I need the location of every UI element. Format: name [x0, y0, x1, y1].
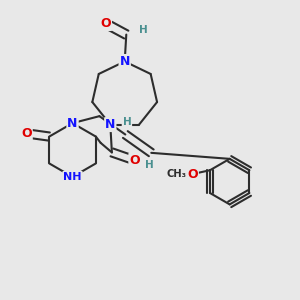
Text: N: N — [67, 117, 78, 130]
Text: H: H — [122, 118, 131, 128]
Text: O: O — [100, 17, 111, 30]
Text: O: O — [21, 127, 32, 140]
Text: NH: NH — [63, 172, 82, 182]
Text: CH₃: CH₃ — [166, 169, 186, 179]
Text: N: N — [119, 55, 130, 68]
Text: O: O — [129, 154, 140, 167]
Text: O: O — [187, 167, 198, 181]
Text: H: H — [145, 160, 154, 170]
Text: N: N — [105, 118, 116, 131]
Text: H: H — [139, 25, 148, 35]
